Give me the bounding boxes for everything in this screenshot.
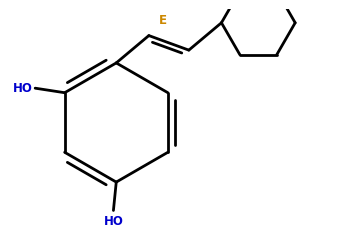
Text: E: E [159,14,167,27]
Text: HO: HO [103,215,123,228]
Text: HO: HO [12,82,32,95]
